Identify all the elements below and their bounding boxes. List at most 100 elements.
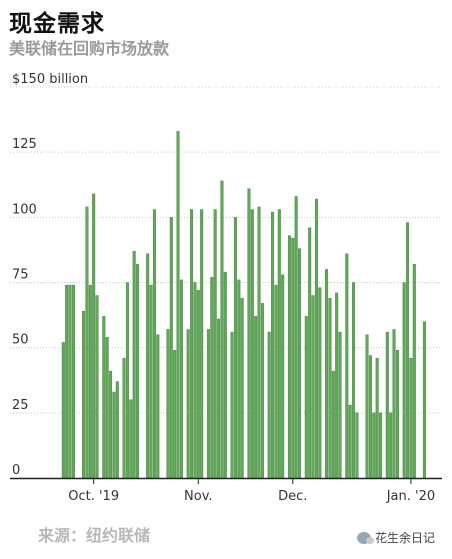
bar — [85, 206, 89, 479]
bar — [240, 297, 244, 479]
source-note: 来源：纽约联储 — [38, 526, 151, 545]
bar — [102, 316, 106, 479]
bar — [88, 284, 92, 479]
bar — [348, 404, 352, 479]
bar — [304, 316, 308, 479]
bar — [186, 329, 190, 479]
bar — [287, 235, 291, 479]
axis-layer: $150 billion 125 100 75 50 25 0 Oct. '19 Nov. Dec… — [10, 72, 442, 504]
bar — [230, 331, 234, 479]
watermark-label: 花生余日记 — [375, 531, 436, 545]
bar — [355, 412, 359, 479]
bar — [95, 295, 99, 479]
bar — [277, 209, 281, 479]
bar — [233, 217, 237, 479]
bar — [220, 180, 224, 479]
y-tick-label: 50 — [12, 333, 29, 348]
bar — [71, 284, 75, 479]
bar — [213, 209, 217, 479]
bar — [112, 391, 116, 479]
bar — [193, 282, 197, 479]
bar — [402, 282, 406, 479]
x-tick-label: Nov. — [184, 489, 213, 504]
watermark: 花生余日记 — [357, 529, 435, 546]
x-tick-label: Oct. '19 — [68, 489, 119, 504]
bar — [217, 318, 221, 479]
bar — [223, 271, 227, 479]
bar — [409, 357, 413, 479]
bar — [105, 337, 109, 479]
bar — [389, 412, 393, 479]
bar — [247, 188, 251, 479]
y-tick-label: 75 — [12, 268, 29, 283]
bar-layer — [61, 131, 426, 479]
bar — [136, 264, 140, 479]
bar — [176, 131, 180, 479]
bar — [152, 209, 156, 479]
y-tick-label: 100 — [12, 202, 37, 217]
bar — [92, 193, 96, 479]
bar — [328, 297, 332, 479]
bar — [338, 331, 342, 479]
page-subtitle: 美联储在回购市场放款 — [9, 39, 170, 58]
bar — [335, 292, 339, 479]
bar — [173, 350, 177, 479]
bar — [166, 329, 170, 479]
bar — [254, 316, 258, 479]
bar — [352, 282, 356, 479]
bar — [422, 321, 426, 479]
bar — [345, 253, 349, 479]
bar — [365, 334, 369, 479]
bar — [169, 217, 173, 479]
x-tick-label: Jan. '20 — [386, 489, 435, 504]
bar — [274, 284, 278, 479]
bar — [125, 282, 129, 479]
bar — [82, 310, 86, 479]
bar — [385, 331, 389, 479]
bar — [406, 222, 410, 479]
bar — [395, 350, 399, 479]
bar — [294, 196, 298, 479]
bar — [325, 269, 329, 479]
x-tick-label: Dec. — [278, 489, 307, 504]
bar — [281, 274, 285, 479]
bar — [250, 209, 254, 479]
bar — [291, 237, 295, 479]
bar — [156, 334, 160, 479]
bar — [311, 295, 315, 479]
bar — [109, 370, 113, 479]
y-tick-label: 25 — [12, 398, 29, 413]
bar — [129, 399, 133, 479]
bar — [65, 284, 69, 479]
bar — [308, 227, 312, 479]
y-tick-label: 125 — [12, 137, 37, 152]
bar — [237, 279, 241, 479]
bar — [375, 357, 379, 479]
y-tick-label: $150 billion — [12, 72, 88, 87]
y-tick-label: 0 — [12, 463, 20, 478]
bar — [61, 342, 65, 479]
bar — [146, 253, 150, 479]
bar — [115, 381, 119, 479]
bar — [318, 287, 322, 479]
bar — [210, 277, 214, 479]
bar — [200, 209, 204, 479]
bar — [260, 303, 264, 479]
bar — [257, 206, 261, 479]
bar — [190, 209, 194, 479]
bar — [412, 264, 416, 479]
bar — [368, 355, 372, 479]
bar — [271, 211, 275, 479]
bar — [206, 329, 210, 479]
bar — [331, 370, 335, 479]
wechat-icon — [357, 531, 374, 544]
bar — [196, 290, 200, 479]
bar — [149, 284, 153, 479]
bar — [179, 279, 183, 479]
bar — [372, 412, 376, 479]
bar — [267, 331, 271, 479]
bar — [314, 198, 318, 479]
bar — [122, 357, 126, 479]
bar — [132, 251, 136, 479]
